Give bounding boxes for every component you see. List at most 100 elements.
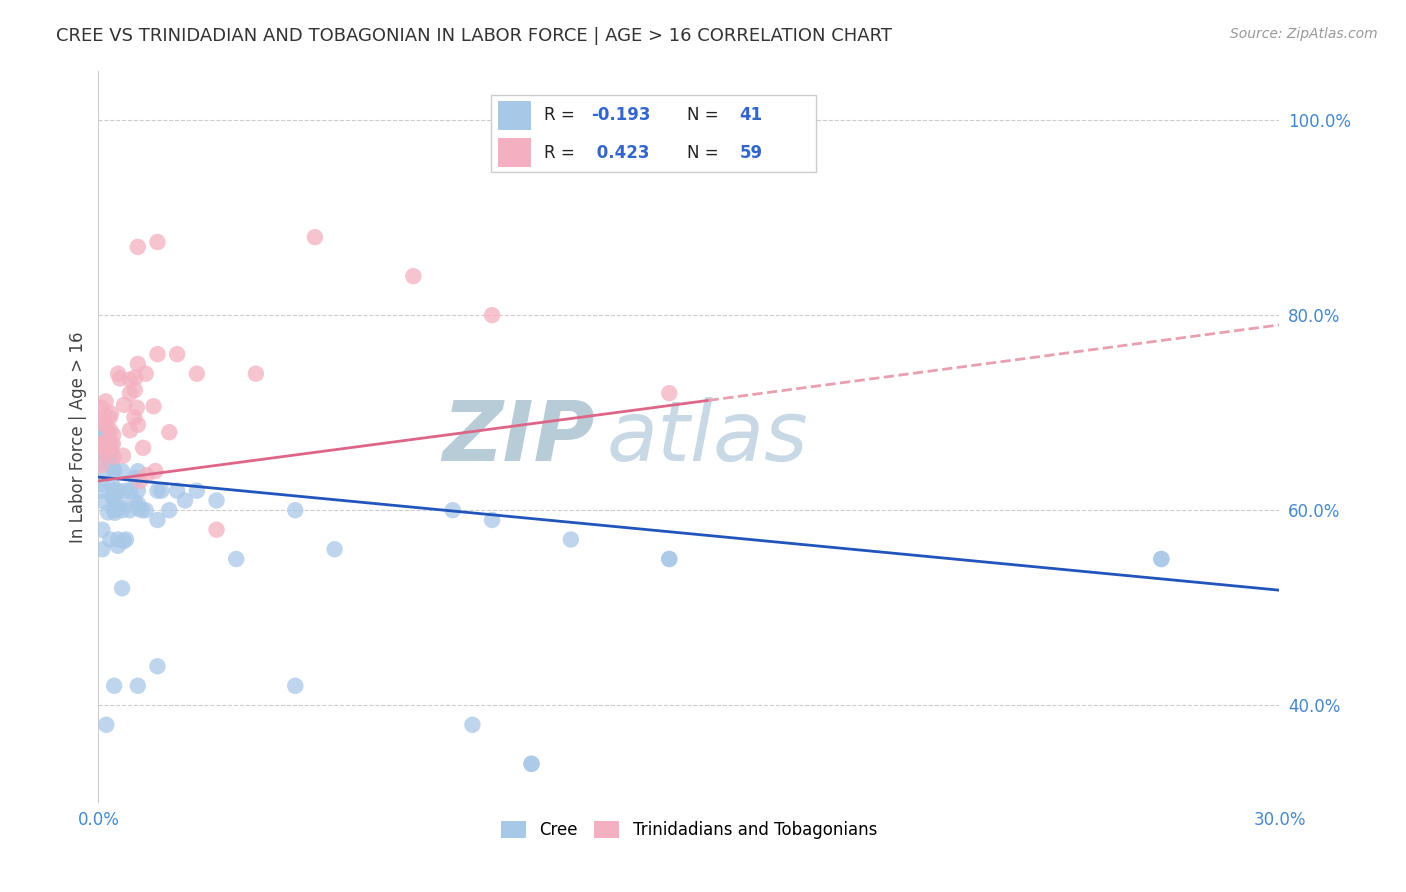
Point — [186, 367, 208, 381]
Point — [225, 552, 247, 566]
Point — [127, 501, 149, 516]
Point — [150, 483, 173, 498]
Point — [115, 483, 138, 498]
Point — [103, 483, 125, 497]
Point — [560, 533, 582, 547]
Point — [100, 407, 122, 421]
Point — [127, 357, 149, 371]
Point — [97, 434, 120, 449]
Point — [520, 756, 543, 771]
Point — [93, 409, 115, 423]
Point — [107, 539, 129, 553]
Point — [205, 493, 228, 508]
Legend: Cree, Trinidadians and Tobagonians: Cree, Trinidadians and Tobagonians — [494, 814, 884, 846]
Point — [91, 476, 114, 491]
Point — [127, 679, 149, 693]
Point — [91, 436, 114, 450]
Point — [135, 468, 157, 483]
Point — [127, 483, 149, 498]
Point — [481, 513, 503, 527]
Point — [96, 434, 118, 448]
Point — [157, 425, 180, 440]
Point — [1150, 552, 1173, 566]
Point — [118, 423, 141, 437]
Point — [658, 552, 681, 566]
Point — [91, 523, 114, 537]
Point — [96, 418, 118, 433]
Point — [98, 410, 121, 425]
Point — [100, 443, 122, 458]
Point — [186, 483, 208, 498]
Point — [108, 371, 131, 385]
Point — [103, 428, 125, 442]
Point — [111, 581, 134, 595]
Point — [118, 386, 141, 401]
Point — [91, 430, 114, 444]
Point — [97, 505, 120, 519]
Point — [101, 479, 124, 493]
Point — [658, 552, 681, 566]
Point — [481, 308, 503, 322]
Point — [205, 523, 228, 537]
Point — [166, 347, 188, 361]
Point — [90, 427, 112, 442]
Point — [284, 679, 307, 693]
Point — [103, 464, 125, 478]
Point — [112, 398, 135, 412]
Y-axis label: In Labor Force | Age > 16: In Labor Force | Age > 16 — [69, 331, 87, 543]
Point — [1150, 552, 1173, 566]
Point — [120, 373, 142, 387]
Point — [127, 497, 149, 511]
Point — [129, 474, 152, 488]
Point — [441, 503, 464, 517]
Point — [103, 679, 125, 693]
Point — [93, 442, 115, 456]
Point — [96, 718, 118, 732]
Text: CREE VS TRINIDADIAN AND TOBAGONIAN IN LABOR FORCE | AGE > 16 CORRELATION CHART: CREE VS TRINIDADIAN AND TOBAGONIAN IN LA… — [56, 27, 893, 45]
Point — [146, 513, 169, 527]
Point — [100, 438, 122, 452]
Point — [101, 491, 124, 505]
Point — [658, 386, 681, 401]
Point — [98, 424, 121, 438]
Point — [96, 429, 118, 443]
Point — [146, 235, 169, 249]
Point — [111, 464, 134, 478]
Point — [125, 401, 148, 415]
Point — [146, 347, 169, 361]
Point — [142, 399, 165, 413]
Point — [108, 500, 131, 515]
Point — [103, 462, 125, 476]
Point — [97, 451, 120, 466]
Point — [96, 442, 118, 457]
Point — [122, 493, 145, 508]
Point — [107, 367, 129, 381]
Point — [101, 437, 124, 451]
Point — [124, 370, 146, 384]
Point — [112, 534, 135, 549]
Point — [146, 483, 169, 498]
Point — [461, 718, 484, 732]
Point — [127, 240, 149, 254]
Point — [107, 483, 129, 498]
Point — [96, 444, 118, 458]
Point — [402, 269, 425, 284]
Point — [132, 441, 155, 455]
Point — [174, 493, 197, 508]
Point — [115, 533, 138, 547]
Text: ZIP: ZIP — [441, 397, 595, 477]
Point — [135, 367, 157, 381]
Text: Source: ZipAtlas.com: Source: ZipAtlas.com — [1230, 27, 1378, 41]
Point — [97, 442, 120, 457]
Point — [97, 425, 120, 440]
Point — [93, 494, 115, 508]
Point — [323, 542, 346, 557]
Point — [96, 464, 118, 478]
Point — [118, 503, 141, 517]
Point — [96, 446, 118, 460]
Point — [131, 503, 153, 517]
Point — [304, 230, 326, 244]
Point — [135, 503, 157, 517]
Point — [107, 533, 129, 547]
Point — [143, 464, 166, 478]
